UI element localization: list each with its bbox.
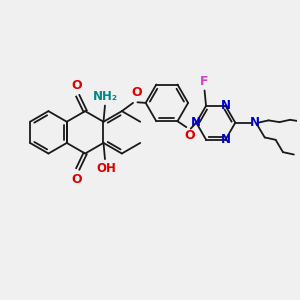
- Text: O: O: [131, 86, 142, 99]
- Text: O: O: [71, 79, 82, 92]
- Text: N: N: [220, 133, 230, 146]
- Text: F: F: [200, 75, 209, 88]
- Text: O: O: [184, 130, 195, 142]
- Text: O: O: [71, 173, 82, 186]
- Text: NH₂: NH₂: [93, 90, 118, 103]
- Text: N: N: [191, 116, 201, 129]
- Text: OH: OH: [96, 162, 116, 175]
- Text: N: N: [250, 116, 260, 129]
- Text: N: N: [220, 99, 230, 112]
